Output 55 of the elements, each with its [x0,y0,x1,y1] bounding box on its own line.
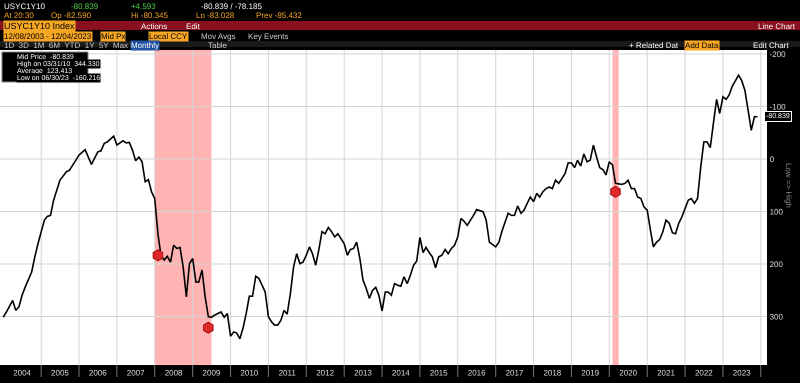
x-tick-label: 2018 [543,368,562,378]
x-tick-label: 2009 [202,368,221,378]
y-tick-label: 100 [770,208,784,216]
x-tick-label: 2014 [392,368,410,378]
text: Line Chart [758,22,796,31]
x-tick-label: 2012 [316,368,335,378]
text: Mid Px [101,32,126,41]
text: -80.839 [71,2,99,11]
y-axis-title: Low => High [784,162,793,208]
x-tick-label: 2010 [240,368,259,378]
point [203,322,214,334]
text: Local CCY [149,32,188,41]
text: 12/08/2003 - 12/04/2023 [4,32,92,41]
x-tick-label: 2016 [468,368,486,378]
x-tick-label: 2023 [732,368,752,378]
x-tick-label: 2021 [657,368,676,378]
text: Table [208,41,228,50]
y-tick-label: 200 [770,260,784,269]
text: +4.593 [131,2,156,11]
text: Actions [141,22,168,31]
x-tick-label: 2011 [278,368,296,378]
x-tick-label: 2022 [694,368,714,378]
x-tick-label: 2007 [126,368,146,378]
x-tick-label: 2004 [13,368,32,378]
y-tick-label: -100 [770,102,786,112]
x-tick-label: 2020 [619,368,638,378]
x-tick-label: 2013 [354,368,372,378]
y-tick-label: 0 [770,155,775,164]
text: Lo -83.028 [196,11,235,20]
text: Mov Avgs [201,32,236,41]
line-series [2,74,758,340]
text: USYC1Y10 [4,2,46,11]
text: Hi -80.345 [131,11,168,20]
x-tick-label: 2015 [430,368,448,378]
text: Op -82.590 [51,11,92,20]
y-tick-label: -200 [770,50,786,59]
point [152,249,164,262]
text: Add Data [685,41,719,50]
x-tick-label: 2006 [88,368,108,378]
text: Monthly [131,41,160,50]
text: Key Events [248,32,288,41]
text: Edit [186,22,201,31]
x-tick-label: 2008 [164,368,184,378]
x-tick-label: 2005 [51,368,70,378]
text: At 20:30 [4,11,34,20]
text: 1D 3D 1M 6M YTD 1Y 5Y Max [4,41,128,50]
text: Edit Chart [753,41,790,50]
text: -80.839 / -78.185 [201,2,262,11]
chart-title: USYC1Y10 Index [4,21,76,31]
x-tick-label: 2017 [506,368,524,378]
text: + Related Dat [629,41,679,50]
x-tick-label: 2019 [581,368,600,378]
text: Prev -85.432 [256,11,302,20]
point [610,186,621,198]
y-tick-label: 300 [770,312,784,322]
